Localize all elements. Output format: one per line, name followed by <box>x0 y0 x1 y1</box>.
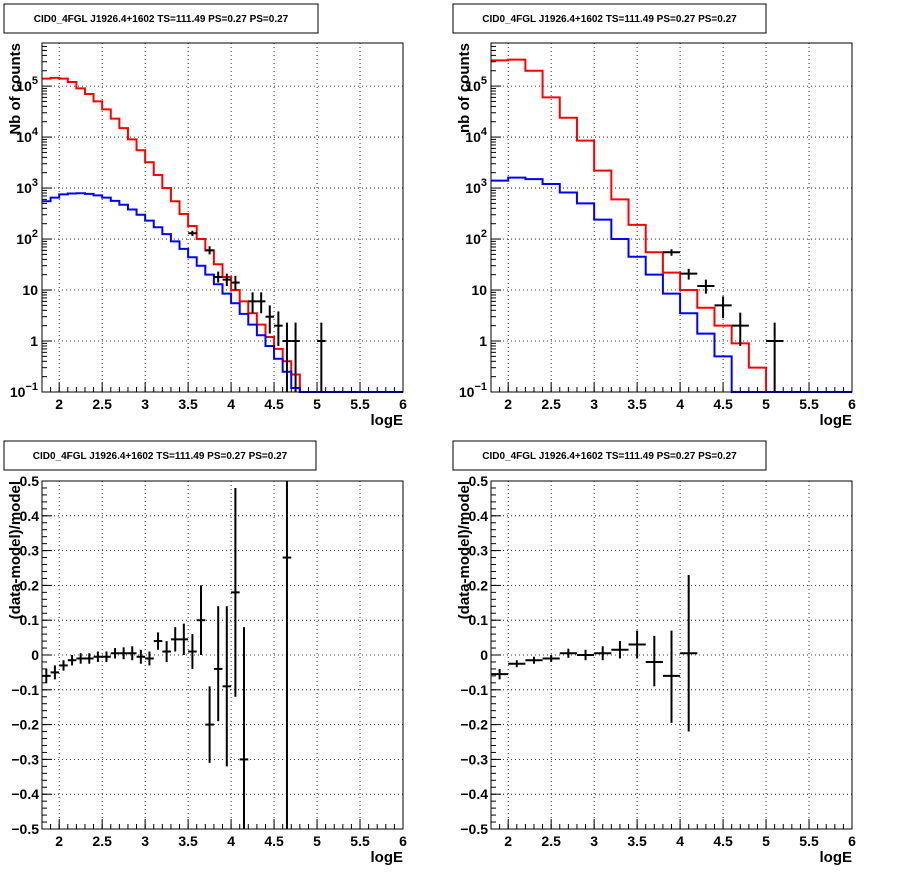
x-tick-label: 4.5 <box>264 833 284 849</box>
y-tick-label: −0.1 <box>11 682 39 698</box>
y-tick-label: 102 <box>16 228 38 247</box>
y-tick-label: 10−1 <box>459 381 487 400</box>
x-tick-label: 3 <box>141 833 149 849</box>
y-tick-label: −0.4 <box>460 786 488 802</box>
y-tick-label: −0.3 <box>460 751 488 767</box>
y-axis-title: Nb of counts <box>7 43 24 135</box>
x-tick-label: 4 <box>227 396 235 412</box>
x-tick-label: 4.5 <box>713 833 733 849</box>
chart-title-box <box>3 3 319 34</box>
x-tick-label: 3 <box>141 396 149 412</box>
y-tick-label: 103 <box>465 177 487 196</box>
x-tick-label: 4 <box>676 833 684 849</box>
x-tick-label: 4.5 <box>713 396 733 412</box>
x-tick-label: 5.5 <box>350 396 370 412</box>
x-tick-label: 6 <box>848 833 856 849</box>
y-tick-label: 0.4 <box>20 508 40 524</box>
x-axis-title: logE <box>820 412 853 429</box>
y-tick-label: 0.4 <box>469 508 489 524</box>
x-tick-label: 2 <box>504 396 512 412</box>
y-tick-label: 10 <box>471 282 487 298</box>
y-axis-title: nb of counts <box>456 43 473 133</box>
y-tick-label: −0.3 <box>11 751 39 767</box>
x-tick-label: 5 <box>762 396 770 412</box>
x-axis-title: logE <box>371 412 404 429</box>
x-tick-label: 5 <box>313 833 321 849</box>
x-tick-label: 5 <box>313 396 321 412</box>
x-tick-label: 3.5 <box>627 396 647 412</box>
model-histogram <box>491 58 852 393</box>
x-tick-label: 2.5 <box>92 396 112 412</box>
y-tick-label: 1 <box>30 333 38 349</box>
plot-frame <box>490 42 853 393</box>
y-tick-label: −0.5 <box>460 821 488 837</box>
x-tick-label: 5.5 <box>350 833 370 849</box>
y-tick-label: −0.2 <box>11 717 39 733</box>
x-tick-label: 2 <box>55 833 63 849</box>
y-tick-label: 102 <box>465 228 487 247</box>
x-tick-label: 4 <box>227 833 235 849</box>
x-tick-label: 2 <box>504 833 512 849</box>
x-tick-label: 4.5 <box>264 396 284 412</box>
y-tick-label: −0.2 <box>460 717 488 733</box>
y-tick-label: 0.1 <box>469 612 489 628</box>
chart-title: CID0_4FGL J1926.4+1602 TS=111.49 PS=0.27… <box>482 14 737 25</box>
y-tick-label: 103 <box>16 177 38 196</box>
x-tick-label: 2.5 <box>541 396 561 412</box>
y-axis-title: (data-model)/model <box>7 481 24 619</box>
plot-frame <box>41 42 404 393</box>
y-tick-label: 105 <box>465 75 487 94</box>
y-tick-label: 1 <box>479 333 487 349</box>
y-tick-label: 0.1 <box>20 612 40 628</box>
y-tick-label: −0.4 <box>11 786 39 802</box>
x-tick-label: 4 <box>676 396 684 412</box>
x-tick-label: 5.5 <box>799 396 819 412</box>
x-tick-label: 3.5 <box>178 396 198 412</box>
chart-title: CID0_4FGL J1926.4+1602 TS=111.49 PS=0.27… <box>34 14 289 25</box>
x-axis-title: logE <box>820 849 853 866</box>
chart-title-box <box>452 440 767 471</box>
component-histogram <box>42 192 403 393</box>
x-tick-label: 5.5 <box>799 833 819 849</box>
x-tick-label: 6 <box>399 396 407 412</box>
model-histogram <box>42 76 403 393</box>
x-tick-label: 6 <box>399 833 407 849</box>
y-tick-label: 0.3 <box>20 543 40 559</box>
y-tick-label: 0.5 <box>469 473 489 489</box>
chart-title: CID0_4FGL J1926.4+1602 TS=111.49 PS=0.27… <box>33 451 288 462</box>
y-tick-label: 104 <box>465 126 488 145</box>
x-axis-title: logE <box>371 849 404 866</box>
x-tick-label: 2.5 <box>541 833 561 849</box>
x-tick-label: 3 <box>590 396 598 412</box>
y-tick-label: 0.5 <box>20 473 40 489</box>
y-tick-label: 0.2 <box>20 577 40 593</box>
x-tick-label: 6 <box>848 396 856 412</box>
x-tick-label: 5 <box>762 833 770 849</box>
y-tick-label: 105 <box>16 75 38 94</box>
y-tick-label: 10 <box>22 282 38 298</box>
y-tick-label: 0.3 <box>469 543 489 559</box>
y-tick-label: −0.1 <box>460 682 488 698</box>
chart-title-box <box>452 3 767 34</box>
y-axis-title: (data-model)/model <box>456 481 473 619</box>
x-tick-label: 3 <box>590 833 598 849</box>
y-tick-label: 10−1 <box>10 381 38 400</box>
chart-title-box <box>3 440 317 471</box>
x-tick-label: 3.5 <box>627 833 647 849</box>
plot-frame <box>41 480 404 830</box>
x-tick-label: 2.5 <box>92 833 112 849</box>
chart-title: CID0_4FGL J1926.4+1602 TS=111.49 PS=0.27… <box>482 451 737 462</box>
y-tick-label: 0 <box>31 647 39 663</box>
plot-frame <box>490 480 853 830</box>
y-tick-label: 0 <box>480 647 488 663</box>
y-tick-label: 0.2 <box>469 577 489 593</box>
y-tick-label: 104 <box>16 126 39 145</box>
y-tick-label: −0.5 <box>11 821 39 837</box>
x-tick-label: 2 <box>55 396 63 412</box>
component-histogram <box>491 176 852 393</box>
x-tick-label: 3.5 <box>178 833 198 849</box>
